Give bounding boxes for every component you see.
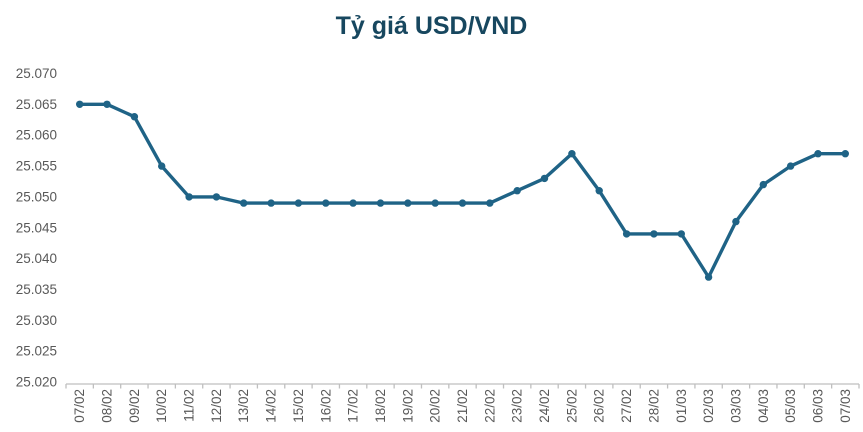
data-point-marker [759, 180, 767, 189]
y-axis-tick-label: 25.030 [16, 313, 57, 328]
data-point-marker [240, 199, 248, 207]
x-axis-tick-label: 11/02 [182, 389, 197, 422]
y-axis-tick-label: 25.025 [16, 344, 57, 359]
y-axis-tick-label: 25.050 [16, 189, 57, 204]
data-point-marker [458, 199, 467, 207]
x-axis-tick-label: 21/02 [455, 389, 470, 423]
x-axis-tick-label: 28/02 [646, 389, 661, 423]
x-axis-tick-label: 24/02 [537, 389, 552, 423]
data-point-marker [513, 187, 521, 195]
y-axis-tick-label: 25.055 [16, 159, 57, 174]
x-axis-tick-label: 09/02 [127, 389, 142, 423]
x-axis-tick-label: 26/02 [592, 389, 607, 423]
x-axis-tick-label: 03/03 [728, 389, 743, 423]
x-axis-tick-label: 16/02 [318, 389, 333, 423]
y-axis-tick-label: 25.060 [16, 128, 57, 143]
data-point-marker [568, 150, 576, 158]
data-point-marker [431, 199, 439, 207]
x-axis-tick-label: 20/02 [428, 389, 443, 423]
data-point-marker [158, 162, 166, 170]
data-point-marker [130, 113, 139, 121]
x-axis-tick-label: 17/02 [346, 389, 361, 423]
x-axis-tick-label: 07/03 [838, 389, 853, 423]
data-point-marker [486, 199, 494, 207]
x-axis-tick-label: 19/02 [400, 389, 415, 423]
data-point-marker [267, 199, 275, 207]
x-axis-tick-label: 06/03 [810, 389, 825, 423]
x-axis-tick-label: 12/02 [209, 389, 224, 423]
x-axis-tick-label: 18/02 [373, 389, 388, 423]
data-point-marker [185, 193, 193, 201]
data-point-marker [294, 199, 303, 207]
x-axis-tick-label: 23/02 [510, 389, 525, 423]
x-axis-tick-label: 05/03 [783, 389, 798, 423]
data-point-marker [650, 230, 658, 238]
x-axis-tick-label: 27/02 [619, 389, 634, 423]
y-axis-tick-label: 25.035 [16, 282, 57, 297]
data-point-marker [677, 230, 685, 238]
data-point-marker [595, 187, 603, 195]
y-axis-tick-label: 25.040 [16, 251, 57, 266]
data-point-marker [841, 150, 849, 158]
data-point-marker [376, 199, 385, 207]
data-point-marker [704, 273, 713, 281]
data-point-marker [322, 199, 330, 207]
x-axis-tick-label: 14/02 [264, 389, 279, 423]
series-line [77, 102, 847, 279]
x-axis-tick-label: 07/02 [72, 389, 87, 423]
data-point-marker [404, 199, 412, 207]
y-axis-tick-label: 25.045 [16, 220, 57, 235]
y-axis-tick-label: 25.070 [16, 66, 57, 81]
y-axis-tick-label: 25.020 [16, 375, 57, 390]
data-point-marker [349, 199, 357, 207]
data-point-marker [212, 193, 221, 201]
x-axis-tick-label: 02/03 [701, 389, 716, 423]
x-axis-tick-label: 01/03 [674, 389, 689, 423]
x-axis-tick-label: 10/02 [154, 389, 169, 423]
data-point-marker [540, 174, 549, 183]
y-axis-tick-label: 25.065 [16, 97, 57, 112]
data-point-marker [786, 162, 795, 170]
chart-title: Tỷ giá USD/VND [335, 12, 528, 40]
x-axis-tick-label: 13/02 [236, 389, 251, 423]
data-point-marker [732, 217, 740, 226]
x-axis-tick-label: 15/02 [291, 389, 306, 423]
data-point-marker [103, 100, 111, 109]
data-point-marker [76, 100, 84, 109]
data-point-marker [814, 150, 822, 158]
x-axis-tick-label: 08/02 [100, 389, 115, 423]
data-point-marker [622, 230, 631, 238]
x-axis-tick-label: 25/02 [564, 389, 579, 423]
x-axis-tick-label: 22/02 [482, 389, 497, 423]
x-axis-tick-label: 04/03 [756, 389, 771, 423]
